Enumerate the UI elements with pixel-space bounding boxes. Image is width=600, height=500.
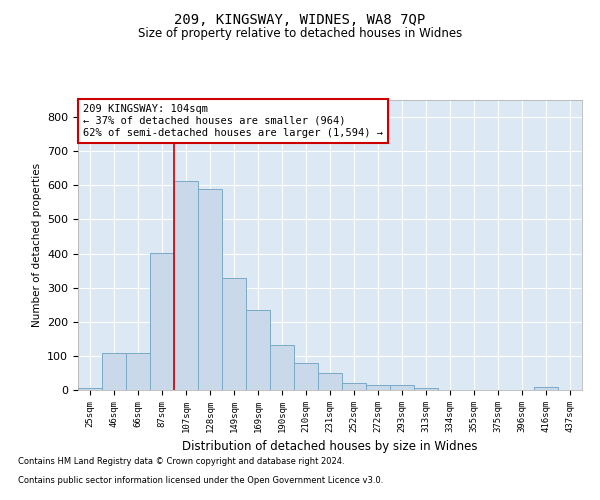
Bar [126,353,150,390]
Bar [342,383,366,390]
Bar [534,388,558,390]
Text: Contains public sector information licensed under the Open Government Licence v3: Contains public sector information licen… [18,476,383,485]
X-axis label: Distribution of detached houses by size in Widnes: Distribution of detached houses by size … [182,440,478,454]
Bar [150,252,174,390]
Bar [318,373,342,390]
Bar [246,310,270,390]
Bar [102,353,126,390]
Bar [390,385,414,390]
Bar [414,388,438,390]
Text: 209, KINGSWAY, WIDNES, WA8 7QP: 209, KINGSWAY, WIDNES, WA8 7QP [175,12,425,26]
Text: 209 KINGSWAY: 104sqm
← 37% of detached houses are smaller (964)
62% of semi-deta: 209 KINGSWAY: 104sqm ← 37% of detached h… [83,104,383,138]
Bar [270,344,294,390]
Bar [78,388,102,390]
Bar [294,364,318,390]
Y-axis label: Number of detached properties: Number of detached properties [32,163,41,327]
Bar [174,181,198,390]
Bar [222,278,246,390]
Bar [198,190,222,390]
Text: Size of property relative to detached houses in Widnes: Size of property relative to detached ho… [138,28,462,40]
Bar [366,385,390,390]
Text: Contains HM Land Registry data © Crown copyright and database right 2024.: Contains HM Land Registry data © Crown c… [18,458,344,466]
